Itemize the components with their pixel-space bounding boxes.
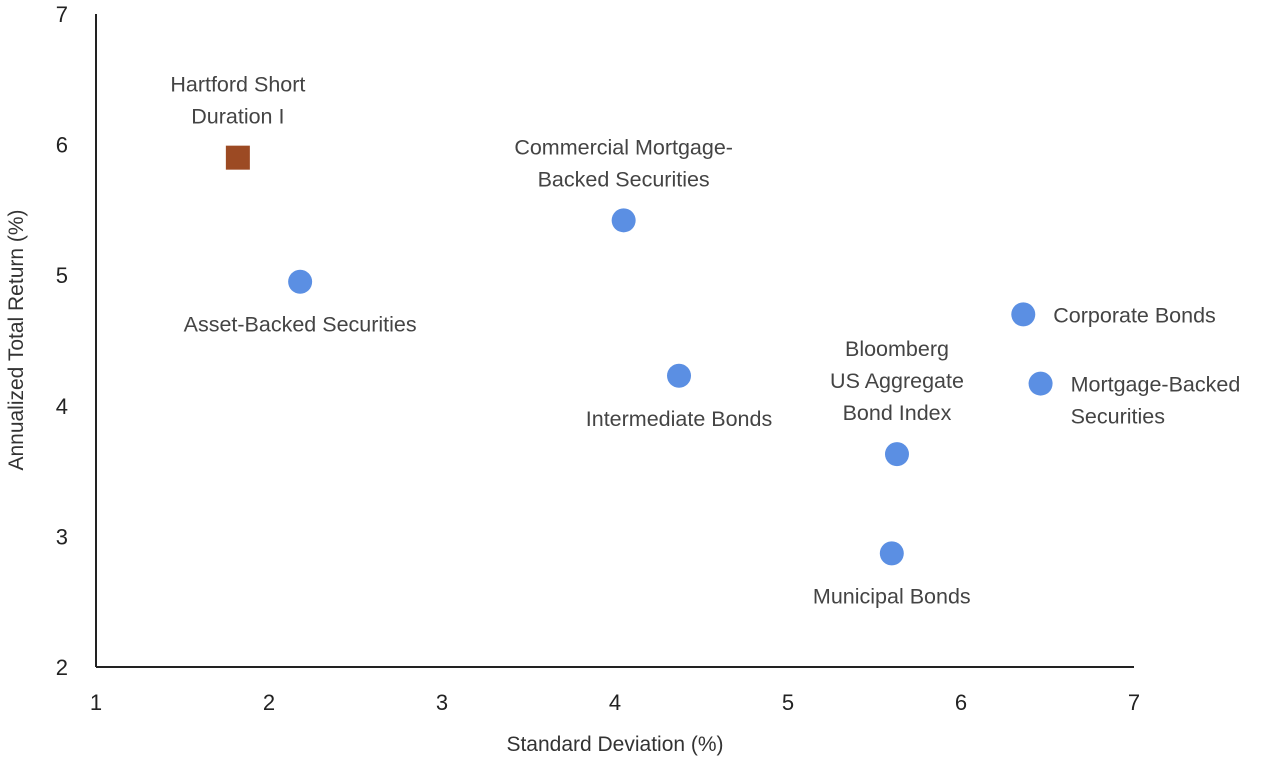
x-tick-label: 2 xyxy=(263,690,275,715)
x-tick-label: 6 xyxy=(955,690,967,715)
data-point-square xyxy=(225,145,250,170)
point-label: Corporate Bonds xyxy=(1053,303,1216,327)
point-label: Mortgage-Backed xyxy=(1071,373,1241,397)
point-label: Securities xyxy=(1071,405,1165,429)
point-label: Municipal Bonds xyxy=(813,584,971,608)
x-tick-label: 5 xyxy=(782,690,794,715)
point-label: Asset-Backed Securities xyxy=(184,313,417,337)
point-label: Bloomberg xyxy=(845,337,949,361)
y-tick-label: 5 xyxy=(56,263,68,288)
x-axis-title: Standard Deviation (%) xyxy=(506,733,723,756)
point-label: Backed Securities xyxy=(538,167,710,191)
point-label: Bond Index xyxy=(843,401,952,425)
x-tick-label: 7 xyxy=(1128,690,1140,715)
data-point xyxy=(288,269,313,294)
y-tick-label: 7 xyxy=(56,2,68,27)
data-point xyxy=(667,363,692,388)
point-label: US Aggregate xyxy=(830,369,964,393)
data-point xyxy=(879,541,904,566)
x-tick-label: 1 xyxy=(90,690,102,715)
point-label: Commercial Mortgage- xyxy=(514,135,733,159)
point-label: Intermediate Bonds xyxy=(586,407,772,431)
point-label: Hartford Short xyxy=(170,73,305,97)
data-point xyxy=(884,442,909,467)
y-axis-title: Annualized Total Return (%) xyxy=(5,209,28,470)
y-tick-labels: 2 3 4 5 6 7 xyxy=(56,2,68,680)
y-tick-label: 4 xyxy=(56,394,68,419)
point-label: Duration I xyxy=(191,105,284,129)
x-tick-labels: 1 2 3 4 5 6 7 xyxy=(90,690,1140,715)
data-point xyxy=(611,208,636,233)
x-tick-label: 4 xyxy=(609,690,621,715)
point-labels: Hartford Short Duration I Asset-Backed Sec… xyxy=(170,73,1240,609)
y-tick-label: 2 xyxy=(56,655,68,680)
y-tick-label: 6 xyxy=(56,133,68,158)
x-tick-label: 3 xyxy=(436,690,448,715)
y-tick-label: 3 xyxy=(56,524,68,549)
data-point xyxy=(1011,302,1036,327)
axes xyxy=(95,14,1134,668)
data-points xyxy=(225,145,1053,566)
data-point xyxy=(1028,371,1053,396)
